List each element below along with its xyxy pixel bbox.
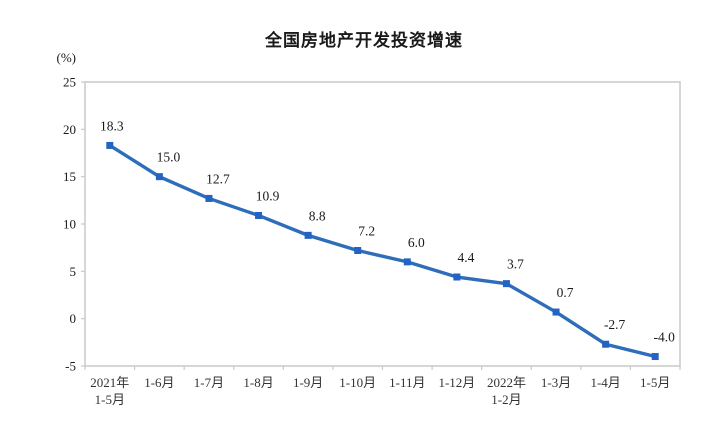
svg-text:1-10月: 1-10月 bbox=[339, 375, 376, 390]
x-axis-labels: 2021年 1-5月 1-6月 1-7月 1-8月 1-9月 1-10月 1-11月 1-12月… bbox=[90, 375, 670, 407]
svg-text:1-5月: 1-5月 bbox=[640, 375, 670, 390]
chart-line bbox=[108, 143, 657, 359]
svg-text:2022年: 2022年 bbox=[487, 375, 526, 390]
svg-text:0.7: 0.7 bbox=[557, 285, 574, 300]
svg-text:1-11月: 1-11月 bbox=[389, 375, 425, 390]
svg-text:15.0: 15.0 bbox=[157, 150, 181, 165]
svg-text:10.9: 10.9 bbox=[256, 188, 280, 203]
svg-text:1-8月: 1-8月 bbox=[243, 375, 273, 390]
svg-text:7.2: 7.2 bbox=[358, 224, 375, 239]
y-axis-labels: -5 0 5 10 15 20 25 bbox=[63, 75, 85, 374]
plot-frame bbox=[84, 81, 681, 367]
svg-text:20: 20 bbox=[63, 122, 76, 137]
x-axis-ticks bbox=[84, 366, 681, 370]
svg-text:0: 0 bbox=[70, 311, 77, 326]
svg-text:1-7月: 1-7月 bbox=[194, 375, 224, 390]
value-labels: 18.3 15.0 12.7 10.9 8.8 7.2 6.0 4.4 3.7 0.7 -2.7 -4… bbox=[100, 118, 675, 344]
y-axis-unit-label: (%) bbox=[56, 50, 77, 65]
svg-text:1-12月: 1-12月 bbox=[438, 375, 475, 390]
svg-text:1-9月: 1-9月 bbox=[293, 375, 323, 390]
svg-text:1-2月: 1-2月 bbox=[491, 392, 521, 407]
svg-text:8.8: 8.8 bbox=[309, 208, 326, 223]
chart-markers bbox=[106, 141, 659, 361]
svg-text:2021年: 2021年 bbox=[90, 375, 129, 390]
svg-text:4.4: 4.4 bbox=[457, 250, 474, 265]
svg-text:10: 10 bbox=[63, 217, 76, 232]
svg-text:15: 15 bbox=[63, 169, 76, 184]
svg-text:-5: -5 bbox=[65, 359, 76, 374]
svg-text:12.7: 12.7 bbox=[206, 171, 230, 186]
svg-text:6.0: 6.0 bbox=[408, 235, 425, 250]
svg-text:18.3: 18.3 bbox=[100, 118, 124, 133]
svg-text:1-4月: 1-4月 bbox=[590, 375, 620, 390]
svg-text:1-5月: 1-5月 bbox=[95, 392, 125, 407]
svg-text:5: 5 bbox=[70, 264, 77, 279]
svg-text:3.7: 3.7 bbox=[507, 257, 524, 272]
chart-title: 全国房地产开发投资增速 bbox=[265, 31, 463, 50]
svg-text:-4.0: -4.0 bbox=[654, 330, 676, 345]
svg-text:25: 25 bbox=[63, 75, 76, 90]
svg-text:-2.7: -2.7 bbox=[604, 317, 626, 332]
svg-text:1-3月: 1-3月 bbox=[541, 375, 571, 390]
svg-text:1-6月: 1-6月 bbox=[144, 375, 174, 390]
